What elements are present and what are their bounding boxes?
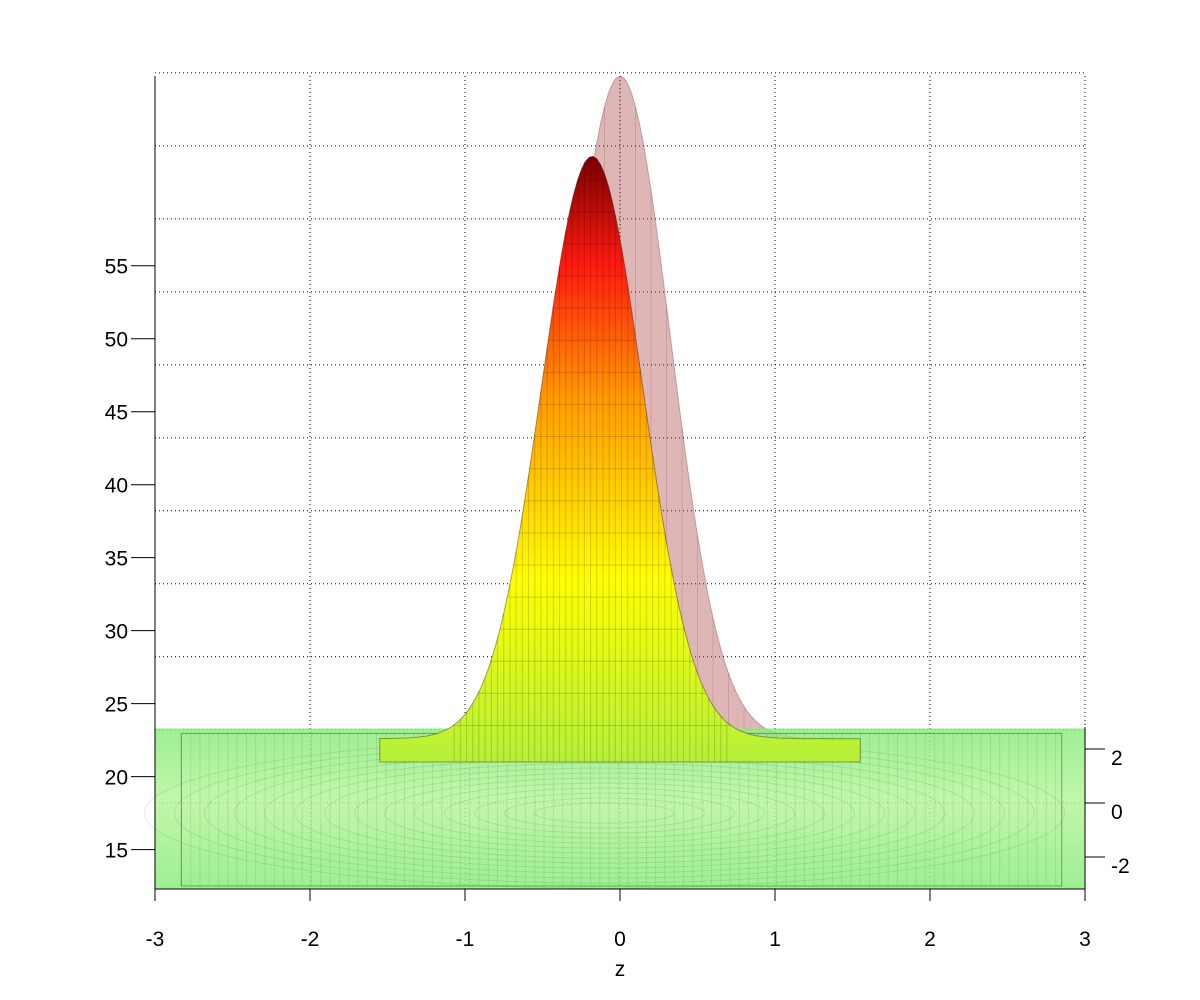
floor-contour	[384, 777, 825, 849]
z-tick-label: 25	[105, 694, 128, 717]
x-axis-ticks: -3 -2 -1 0 1 2 3	[146, 889, 1091, 951]
x-tick-label: -3	[146, 928, 165, 951]
opaque-surface	[379, 155, 861, 763]
floor-contour	[414, 782, 795, 844]
opaque-surface-area	[379, 155, 861, 763]
depth-tick-label: -2	[1111, 855, 1130, 878]
z-tick-label: 20	[105, 767, 128, 790]
x-tick-label: 2	[924, 928, 936, 951]
z-tick-label: 35	[105, 548, 128, 571]
floor-contour	[504, 797, 705, 829]
depth-tick-label: 0	[1111, 801, 1123, 824]
floor-contour	[294, 762, 915, 864]
floor-contour	[444, 787, 765, 839]
x-tick-label: -2	[301, 928, 320, 951]
z-axis-ticks: 15 20 25 30 35 40 45 50 55	[105, 256, 155, 863]
depth-axis-ticks: 2 0 -2	[1085, 747, 1130, 878]
x-tick-label: -1	[456, 928, 475, 951]
z-tick-label: 30	[105, 621, 128, 644]
x-tick-label: 1	[769, 928, 781, 951]
z-tick-label: 50	[105, 329, 128, 352]
z-tick-label: 40	[105, 475, 128, 498]
z-tick-label: 45	[105, 402, 128, 425]
floor-contour	[324, 767, 885, 859]
floor-contour	[474, 792, 735, 834]
x-tick-label: 0	[614, 928, 626, 951]
z-tick-label: 15	[105, 840, 128, 863]
z-tick-label: 55	[105, 256, 128, 279]
floor-contour	[354, 772, 855, 854]
floor-contour	[534, 802, 675, 824]
depth-tick-label: 2	[1111, 747, 1123, 770]
x-tick-label: 3	[1079, 928, 1091, 951]
x-axis-title: z	[615, 958, 626, 981]
